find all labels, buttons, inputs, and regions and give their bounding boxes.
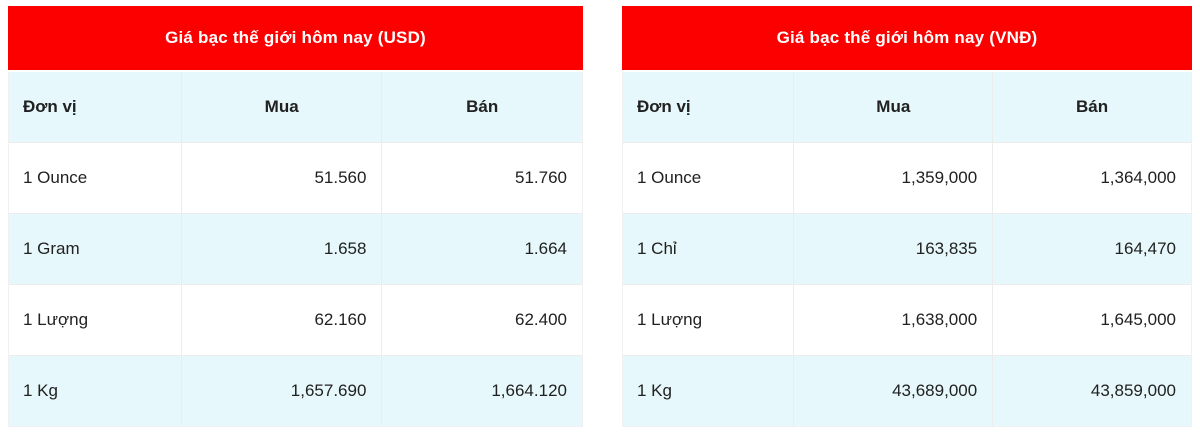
cell-buy: 51.560 [180, 143, 382, 213]
column-header-buy: Mua [793, 72, 992, 142]
vnd-price-table: Giá bạc thế giới hôm nay (VNĐ) Đơn vị Mu… [622, 6, 1192, 427]
cell-unit: 1 Gram [23, 239, 80, 258]
cell-unit: 1 Lượng [23, 310, 89, 329]
table-row: 1 Kg 1,657.690 1,664.120 [9, 355, 582, 426]
cell-unit: 1 Chỉ [637, 239, 677, 258]
cell-buy: 1,638,000 [793, 285, 992, 355]
vnd-table-body: Đơn vị Mua Bán 1 Ounce 1,359,000 1,364,0… [622, 72, 1192, 427]
column-header-buy: Mua [180, 72, 382, 142]
usd-table-title: Giá bạc thế giới hôm nay (USD) [165, 28, 426, 47]
column-header-unit: Đơn vị [637, 97, 691, 116]
cell-sell: 1,645,000 [992, 285, 1191, 355]
cell-buy: 163,835 [793, 214, 992, 284]
cell-sell: 62.400 [381, 285, 582, 355]
cell-unit: 1 Ounce [637, 168, 702, 187]
cell-sell: 1.664 [381, 214, 582, 284]
usd-table-header-row: Đơn vị Mua Bán [9, 72, 582, 142]
cell-unit: 1 Ounce [23, 168, 88, 187]
column-header-sell: Bán [992, 72, 1191, 142]
cell-buy: 1,657.690 [180, 356, 382, 426]
table-row: 1 Chỉ 163,835 164,470 [623, 213, 1191, 284]
table-row: 1 Ounce 51.560 51.760 [9, 142, 582, 213]
cell-sell: 43,859,000 [992, 356, 1191, 426]
cell-unit: 1 Lượng [637, 310, 703, 329]
vnd-table-header-row: Đơn vị Mua Bán [623, 72, 1191, 142]
cell-unit: 1 Kg [23, 381, 58, 400]
usd-table-body: Đơn vị Mua Bán 1 Ounce 51.560 51.760 1 G… [8, 72, 583, 427]
column-header-sell: Bán [381, 72, 582, 142]
vnd-table-title-banner: Giá bạc thế giới hôm nay (VNĐ) [622, 6, 1192, 70]
table-row: 1 Kg 43,689,000 43,859,000 [623, 355, 1191, 426]
cell-unit: 1 Kg [637, 381, 672, 400]
cell-sell: 1,364,000 [992, 143, 1191, 213]
cell-buy: 62.160 [180, 285, 382, 355]
cell-sell: 1,664.120 [381, 356, 582, 426]
table-row: 1 Gram 1.658 1.664 [9, 213, 582, 284]
usd-price-table: Giá bạc thế giới hôm nay (USD) Đơn vị Mu… [8, 6, 583, 427]
cell-buy: 43,689,000 [793, 356, 992, 426]
column-header-unit: Đơn vị [23, 97, 77, 116]
cell-buy: 1.658 [180, 214, 382, 284]
cell-buy: 1,359,000 [793, 143, 992, 213]
usd-table-title-banner: Giá bạc thế giới hôm nay (USD) [8, 6, 583, 70]
table-row: 1 Ounce 1,359,000 1,364,000 [623, 142, 1191, 213]
vnd-table-title: Giá bạc thế giới hôm nay (VNĐ) [776, 28, 1038, 47]
table-row: 1 Lượng 62.160 62.400 [9, 284, 582, 355]
cell-sell: 164,470 [992, 214, 1191, 284]
cell-sell: 51.760 [381, 143, 582, 213]
table-row: 1 Lượng 1,638,000 1,645,000 [623, 284, 1191, 355]
